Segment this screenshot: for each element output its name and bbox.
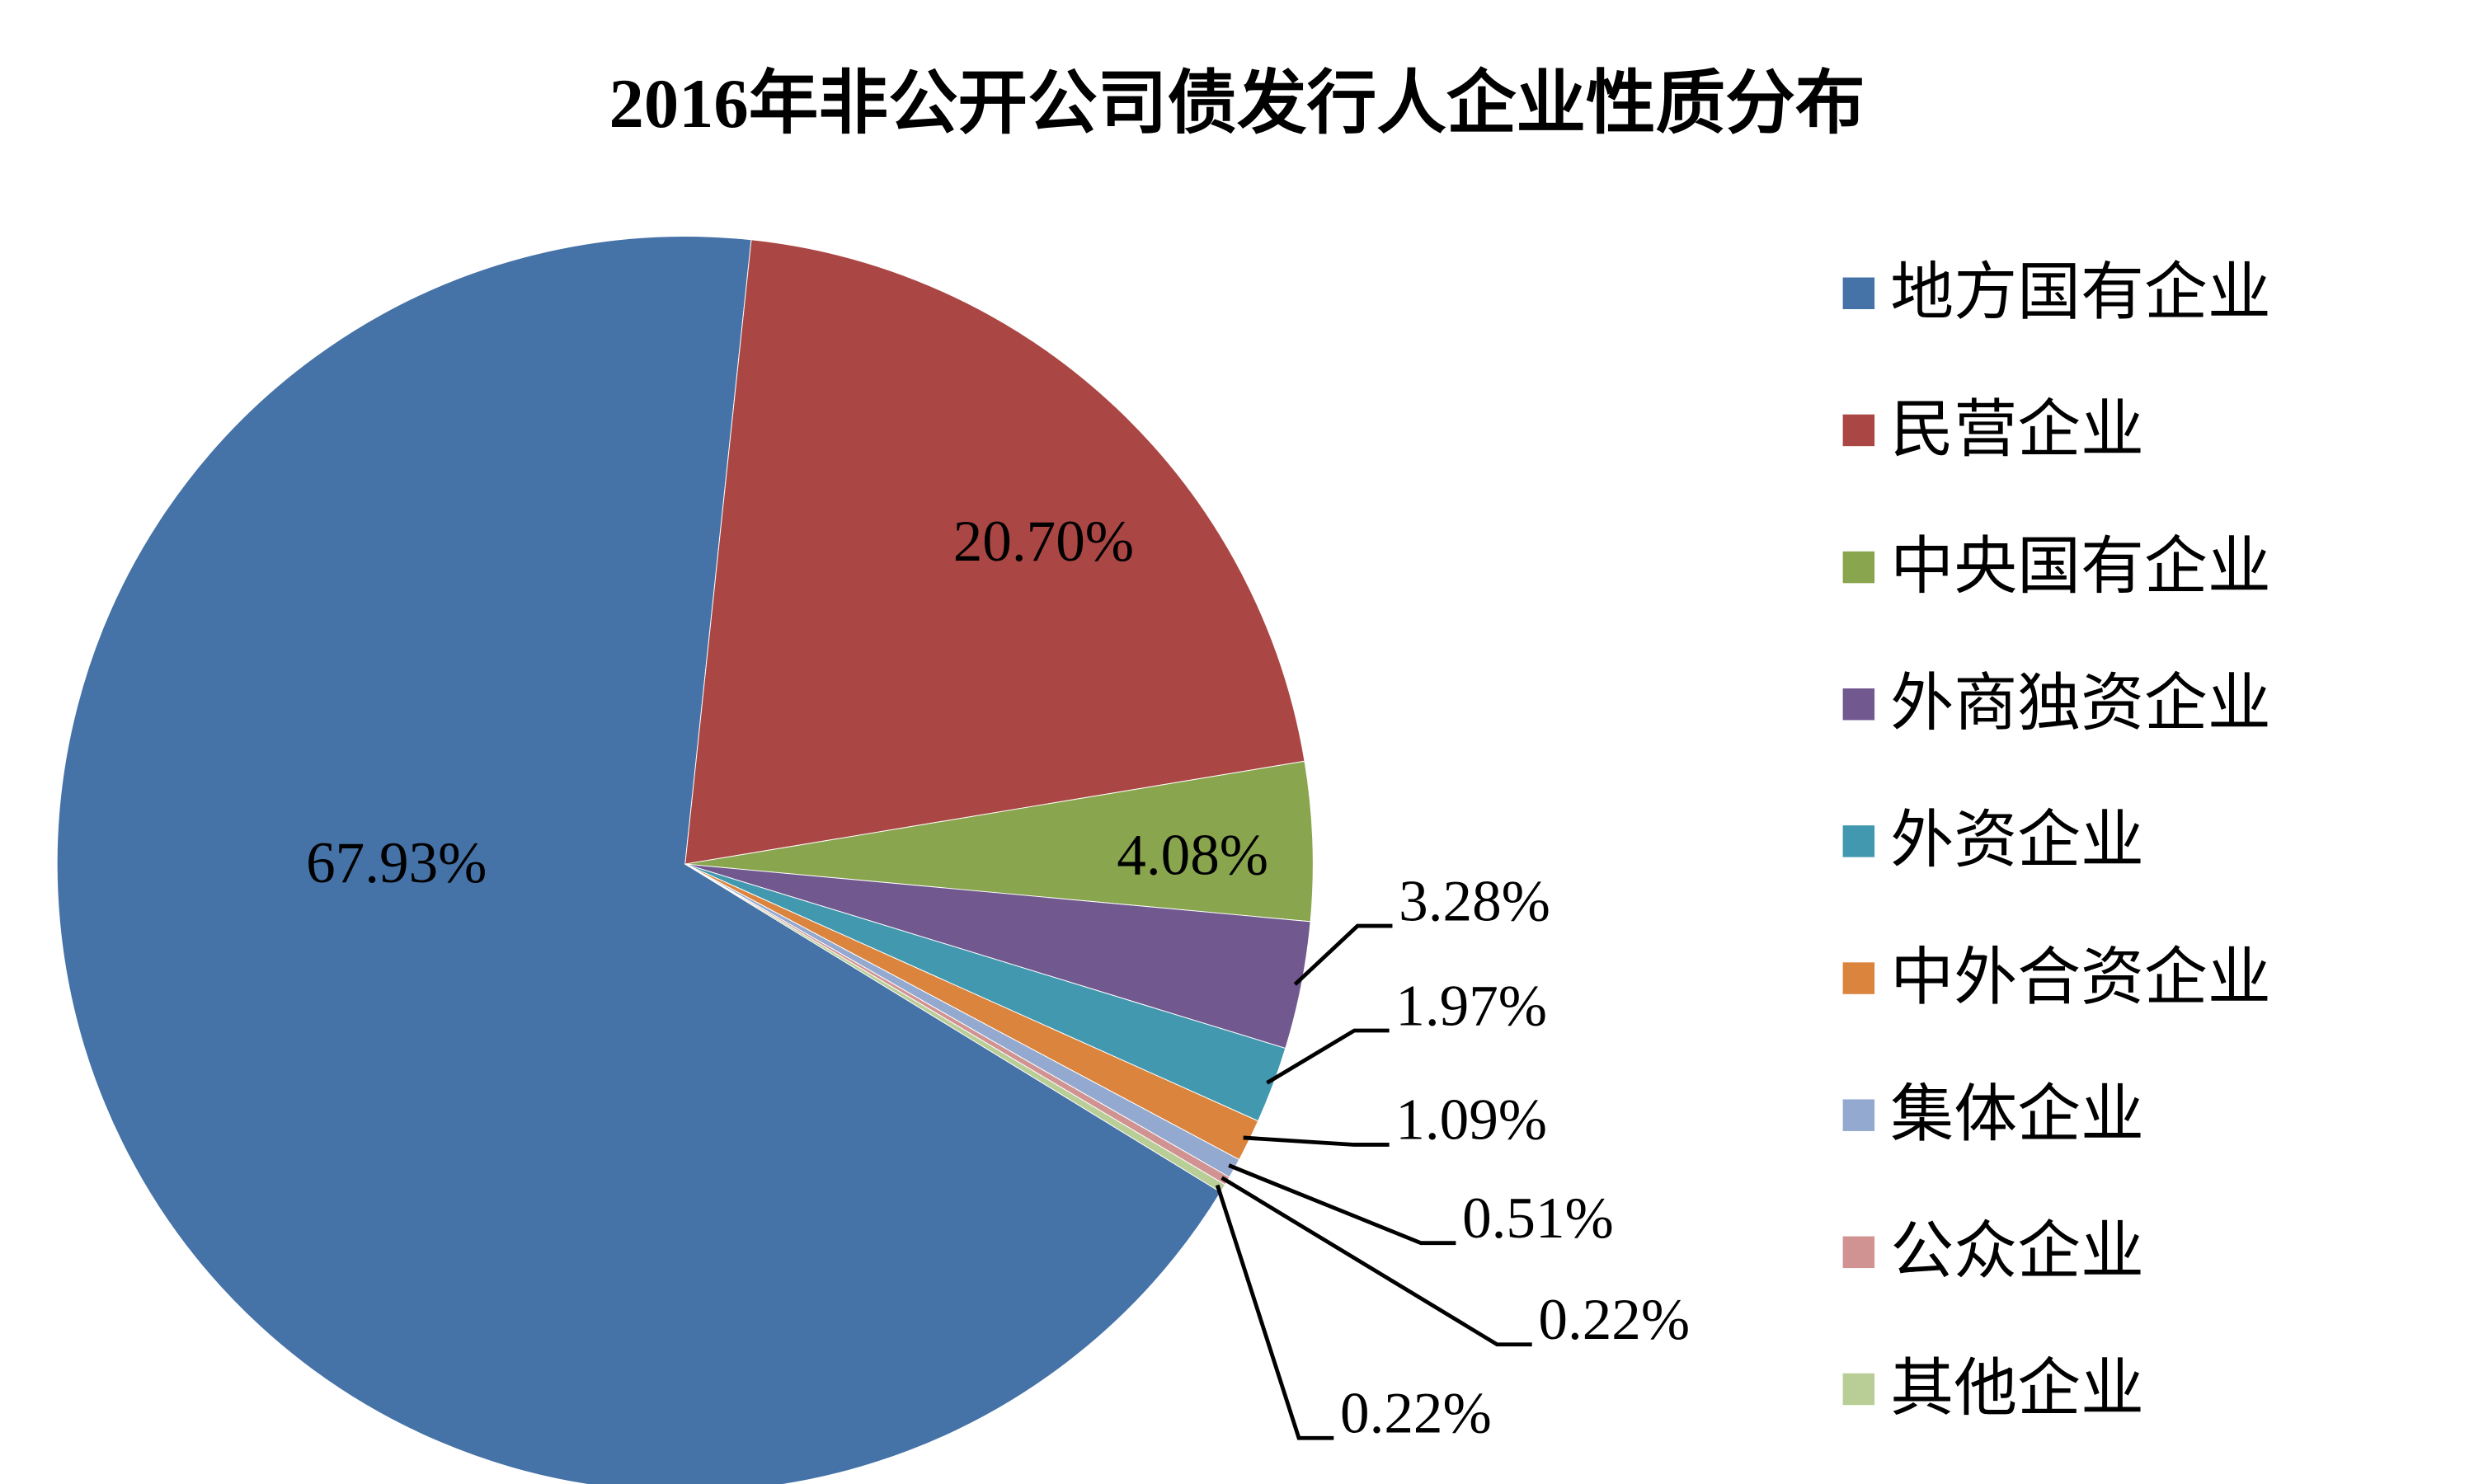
leader-line (1243, 1135, 1390, 1147)
legend-label: 外商独资企业 (1890, 667, 2270, 740)
legend-swatch (1842, 551, 1875, 584)
legend-label: 中央国有企业 (1890, 530, 2270, 603)
legend-swatch (1842, 277, 1875, 309)
data-label: 4.08% (1117, 824, 1268, 888)
leader-line (1215, 1184, 1334, 1440)
pie-slice (684, 760, 1314, 923)
legend-label: 中外合资企业 (1890, 941, 2270, 1014)
legend-label: 公众企业 (1890, 1215, 2144, 1289)
leader-line (1293, 923, 1393, 986)
legend-swatch (1842, 1373, 1875, 1406)
legend-swatch (1842, 962, 1875, 994)
pie-slice (684, 239, 1305, 865)
legend-swatch (1842, 1236, 1875, 1269)
data-label: 3.28% (1399, 869, 1550, 933)
legend-swatch (1842, 1099, 1875, 1131)
legend-swatch (1842, 825, 1875, 857)
data-label: 0.22% (1340, 1381, 1492, 1445)
legend-label: 集体企业 (1890, 1078, 2144, 1152)
legend-label: 外资企业 (1890, 804, 2144, 877)
data-label: 0.51% (1462, 1186, 1614, 1251)
data-label: 67.93% (306, 831, 487, 895)
data-label: 1.97% (1395, 974, 1547, 1038)
legend-label: 地方国有企业 (1890, 256, 2270, 330)
data-label: 1.09% (1395, 1088, 1547, 1153)
data-label: 20.70% (953, 510, 1134, 574)
leader-line (1228, 1163, 1456, 1246)
pie-slice (56, 236, 1221, 1484)
leader-line (1221, 1176, 1532, 1347)
chart-title: 2016年非公开公司债发行人企业性质分布 (609, 66, 1865, 143)
leader-line (1266, 1028, 1390, 1085)
legend-label: 民营企业 (1890, 393, 2144, 467)
legend-swatch (1842, 688, 1875, 721)
legend-label: 其他企业 (1890, 1352, 2144, 1425)
legend-swatch (1842, 414, 1875, 447)
data-label: 0.22% (1538, 1288, 1690, 1352)
